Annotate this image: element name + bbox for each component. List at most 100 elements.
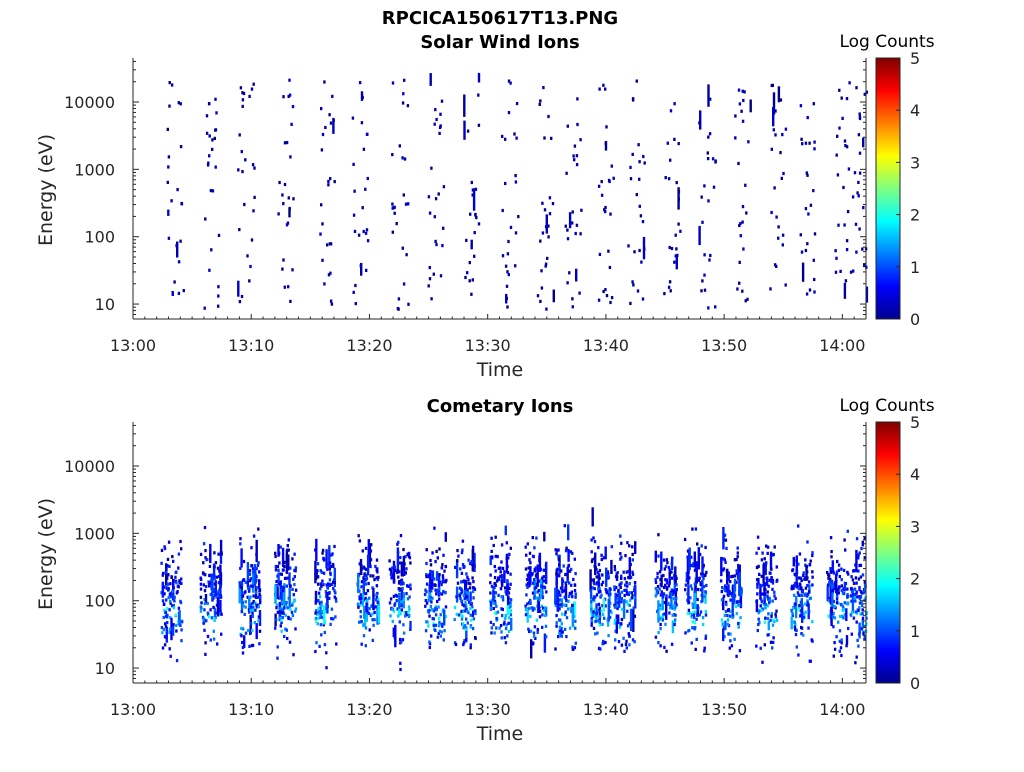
heat-cell bbox=[320, 600, 323, 604]
heat-cell bbox=[675, 603, 678, 607]
heat-cell bbox=[663, 292, 666, 296]
heat-cell bbox=[209, 592, 212, 597]
heat-cell bbox=[554, 604, 557, 608]
heat-cell bbox=[573, 557, 576, 561]
heat-cell bbox=[635, 193, 638, 197]
heat-cell bbox=[326, 567, 329, 571]
heat-cell bbox=[561, 630, 564, 634]
heat-cell bbox=[240, 580, 243, 600]
heat-cell bbox=[598, 87, 601, 91]
heat-cell bbox=[563, 627, 567, 631]
heat-cell bbox=[542, 606, 545, 610]
heat-cell bbox=[463, 609, 466, 613]
heat-cell bbox=[573, 583, 577, 587]
heat-cell bbox=[206, 634, 210, 638]
heat-cell bbox=[633, 640, 636, 644]
heat-cell bbox=[836, 559, 839, 564]
heat-cell bbox=[514, 264, 517, 268]
heat-cell bbox=[701, 574, 704, 578]
heat-cell bbox=[542, 86, 545, 90]
heat-cell bbox=[472, 610, 475, 614]
heat-cell bbox=[774, 612, 777, 616]
heat-cell bbox=[280, 572, 283, 576]
heat-cell bbox=[397, 540, 400, 544]
heat-cell bbox=[673, 601, 677, 605]
heat-cell bbox=[856, 191, 859, 195]
heat-cell bbox=[208, 581, 211, 585]
heat-cell bbox=[469, 625, 473, 629]
heat-cell bbox=[662, 593, 665, 597]
heat-cell bbox=[328, 583, 332, 587]
heat-cell bbox=[202, 583, 205, 587]
heat-cell bbox=[635, 79, 638, 83]
heat-cell bbox=[811, 551, 814, 555]
heat-cell bbox=[404, 202, 408, 206]
heat-cell bbox=[766, 590, 769, 594]
heat-cell bbox=[467, 558, 470, 562]
heat-cell bbox=[859, 575, 863, 579]
heat-cell bbox=[254, 591, 258, 595]
heat-cell bbox=[504, 590, 507, 594]
heat-cell bbox=[459, 596, 462, 601]
heat-cell bbox=[685, 571, 689, 582]
heat-cell bbox=[593, 608, 597, 618]
heat-cell bbox=[527, 627, 530, 631]
heat-cell bbox=[773, 186, 776, 190]
heat-cell bbox=[659, 582, 662, 586]
heat-cell bbox=[402, 282, 406, 286]
heat-cell bbox=[283, 606, 286, 610]
heat-cell bbox=[616, 606, 619, 611]
heat-cell bbox=[369, 549, 373, 553]
heat-cell bbox=[251, 163, 255, 167]
heat-cell bbox=[392, 580, 396, 584]
heat-cell bbox=[428, 642, 432, 646]
heat-cell bbox=[631, 152, 634, 156]
heat-cell bbox=[772, 92, 776, 115]
heat-cell bbox=[170, 617, 173, 641]
heat-cell bbox=[360, 262, 363, 276]
heat-cell bbox=[563, 524, 566, 528]
heat-cell bbox=[405, 613, 408, 617]
heat-cell bbox=[391, 206, 394, 210]
heat-cell bbox=[545, 590, 548, 594]
heat-cell bbox=[607, 617, 610, 627]
heat-cell bbox=[743, 90, 746, 94]
heat-cell bbox=[283, 564, 286, 568]
y-axis-label-solar-wind: Energy (eV) bbox=[35, 134, 57, 246]
heat-cell bbox=[404, 555, 407, 559]
heat-cell bbox=[760, 584, 764, 588]
heat-cell bbox=[802, 633, 805, 637]
heat-cell bbox=[508, 552, 511, 556]
heat-cell bbox=[428, 277, 432, 281]
heat-cell bbox=[735, 569, 738, 573]
heat-cell bbox=[857, 133, 861, 137]
heat-cell bbox=[662, 558, 666, 562]
heat-cell bbox=[492, 606, 495, 611]
heat-cell bbox=[397, 587, 400, 591]
heat-cell bbox=[600, 583, 603, 587]
heat-cell bbox=[248, 579, 252, 583]
figure-title: RPCICA150617T13.PNG bbox=[382, 8, 618, 29]
heat-cell bbox=[424, 588, 427, 592]
heat-cell bbox=[668, 568, 671, 585]
heat-cell bbox=[769, 618, 772, 622]
heat-cell bbox=[256, 563, 260, 567]
heat-cell bbox=[775, 565, 778, 569]
heat-cell bbox=[724, 560, 727, 564]
heat-cell bbox=[278, 180, 281, 185]
heat-cell bbox=[726, 571, 729, 575]
heat-cell bbox=[501, 598, 505, 602]
heat-cell bbox=[430, 297, 433, 301]
heat-cell bbox=[673, 620, 676, 624]
heat-cell bbox=[573, 601, 576, 618]
heat-cell bbox=[565, 546, 568, 550]
heat-cell bbox=[574, 592, 577, 596]
heat-cell bbox=[861, 543, 864, 547]
heat-cell bbox=[219, 572, 223, 586]
heat-cell bbox=[489, 555, 492, 566]
heat-cell bbox=[375, 598, 378, 602]
heat-cell bbox=[244, 631, 248, 635]
heat-cell bbox=[391, 566, 394, 570]
heat-cell bbox=[773, 619, 776, 623]
heat-cell bbox=[831, 560, 834, 574]
